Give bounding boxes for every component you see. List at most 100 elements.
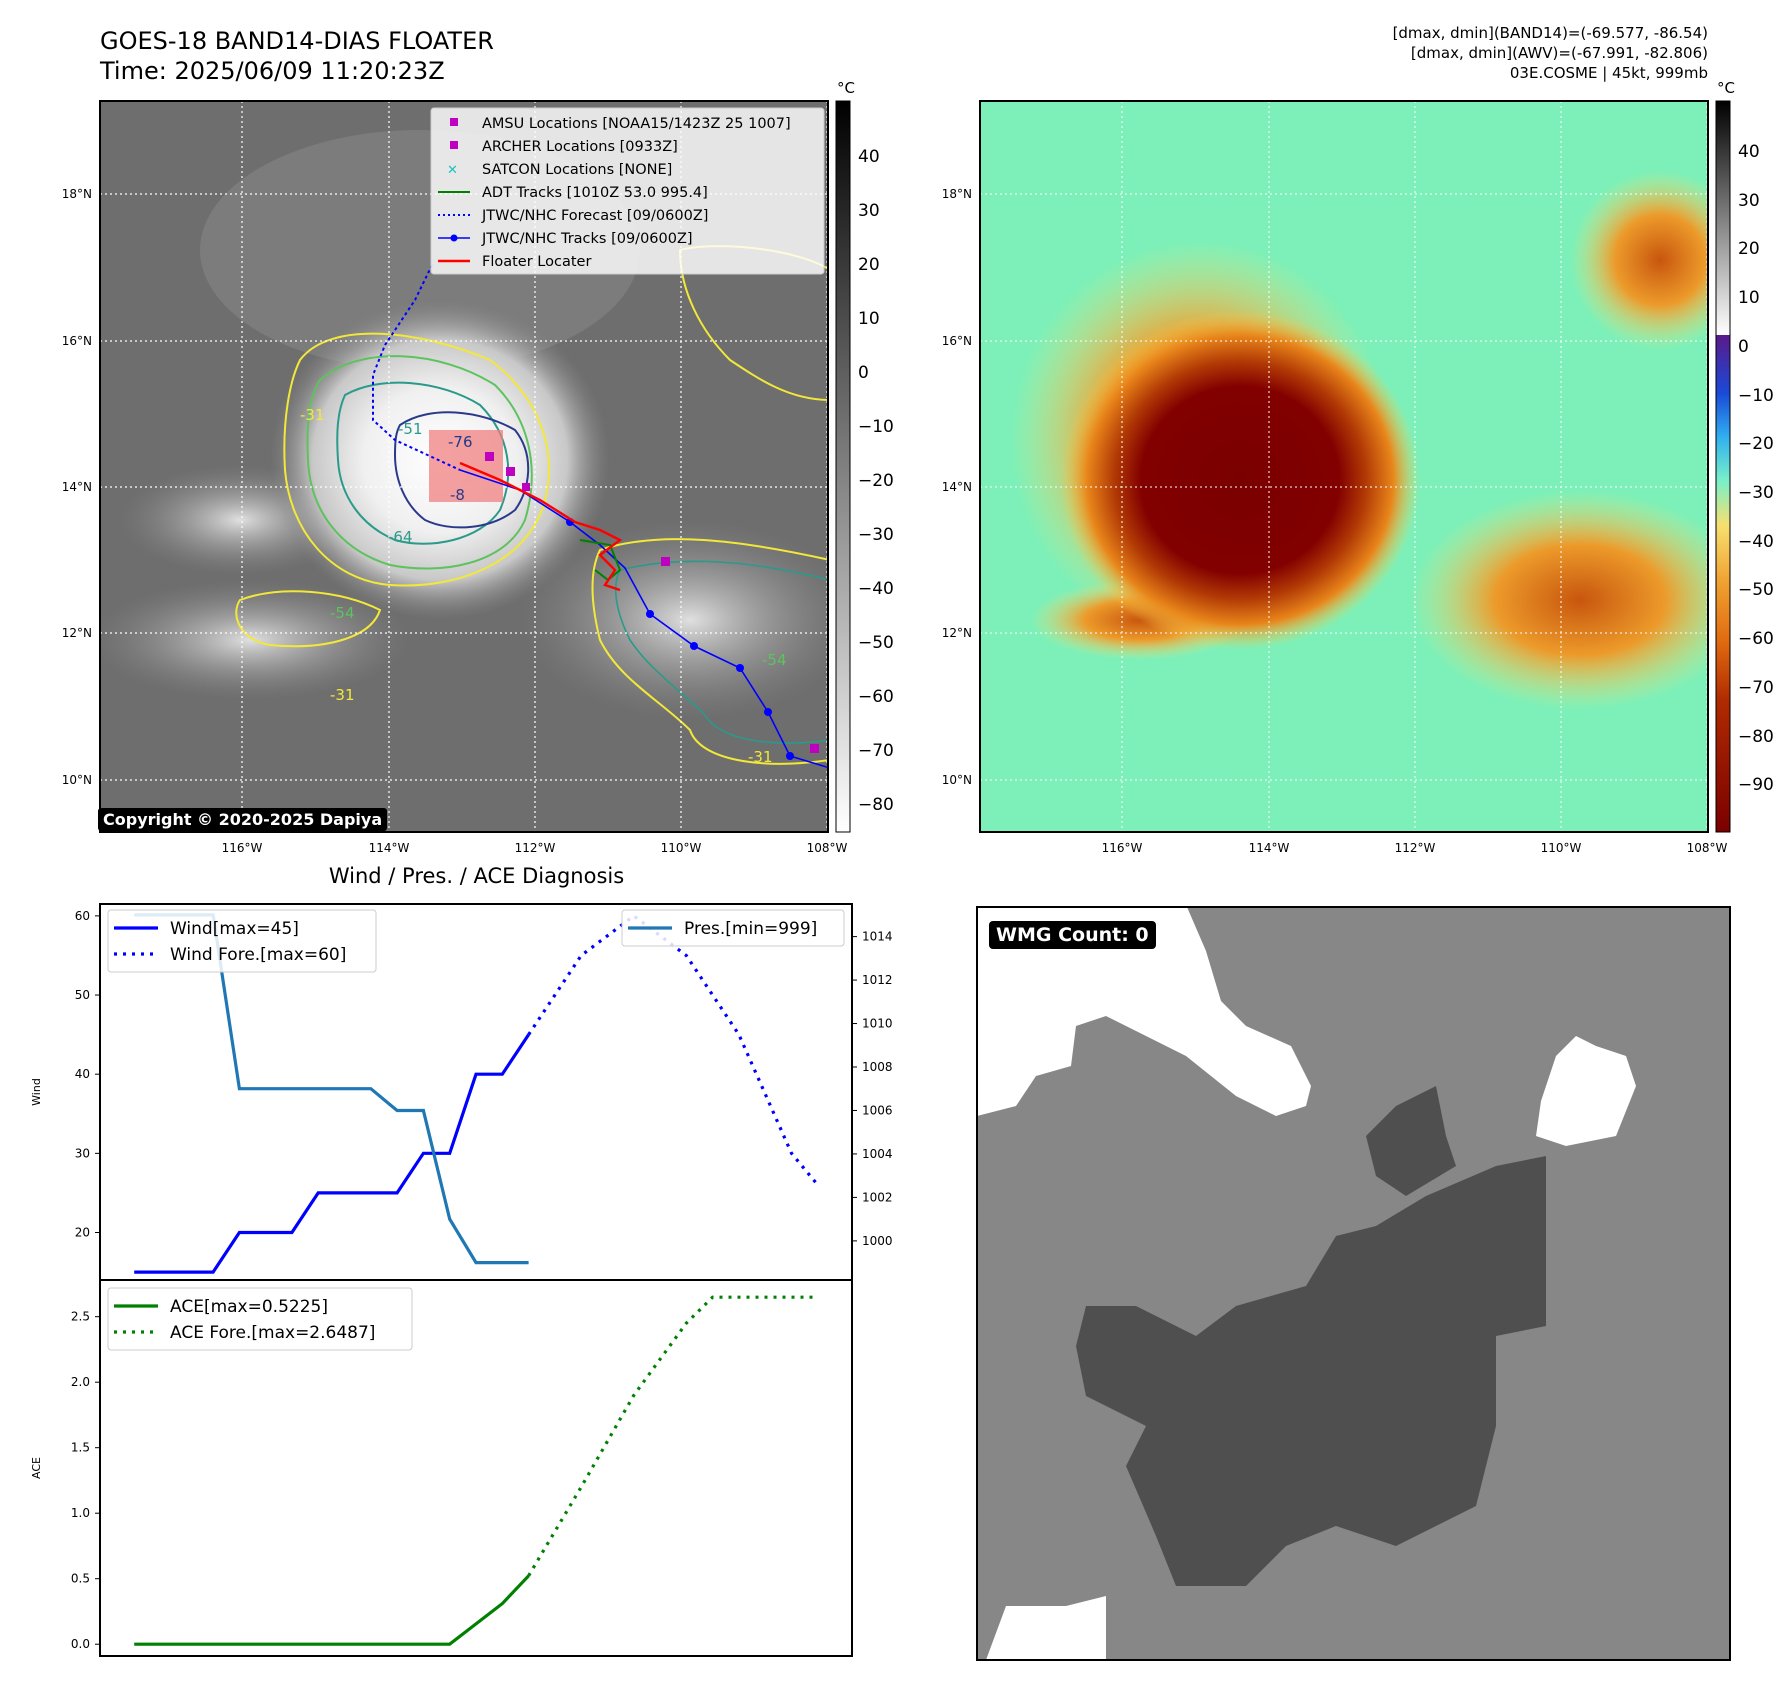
wmg-white-region-nw	[977, 907, 1311, 1116]
ir-colorbar-tick: −40	[858, 579, 894, 599]
color-colorbar-tick: −10	[1738, 386, 1774, 406]
pressure-tick-label: 1012	[862, 973, 893, 987]
copyright-badge: Copyright © 2020-2025 Dapiya	[98, 808, 388, 831]
floater-track	[459, 461, 623, 592]
ir-colorbar-tick: −10	[858, 417, 894, 437]
wind-legend-box	[107, 909, 377, 973]
pressure-tick-label: 1000	[862, 1234, 893, 1248]
lon-label: 108°W	[807, 841, 848, 855]
color-colorbar-tick: −40	[1738, 532, 1774, 552]
color-colorbar-unit: °C	[1717, 79, 1735, 97]
ace-tick-label: 1.0	[71, 1506, 90, 1520]
wind-forecast-legend-label: Wind Fore.[max=60]	[170, 945, 346, 965]
color-cdo	[1060, 310, 1420, 650]
color-colorbar-tick: −30	[1738, 483, 1774, 503]
amsu-archer-markers	[485, 452, 819, 753]
lat-label: 10°N	[62, 773, 92, 787]
contour-minus31	[283, 332, 550, 587]
color-colorbar-tick: −20	[1738, 434, 1774, 454]
wind-tick-label: 40	[75, 1067, 90, 1081]
pressure-tick-label: 1014	[862, 930, 893, 944]
wind-legend-label: Wind[max=45]	[170, 919, 299, 939]
ir-colorbar-tick: 20	[858, 255, 880, 275]
pressure-tick-label: 1004	[862, 1147, 893, 1161]
ir-lat-labels: 18°N 16°N 14°N 12°N 10°N	[62, 187, 92, 787]
pressure-tick-label: 1002	[862, 1190, 893, 1204]
lat-label: 18°N	[942, 187, 972, 201]
lon-label: 114°W	[369, 841, 410, 855]
ir-colorbar-tick: 40	[858, 147, 880, 167]
ace-tick-label: 2.0	[71, 1375, 90, 1389]
pressure-tick-label: 1008	[862, 1060, 893, 1074]
lon-label: 110°W	[1541, 841, 1582, 855]
lon-label: 108°W	[1687, 841, 1728, 855]
ir-colorbar-tick: −50	[858, 633, 894, 653]
wmg-frame	[976, 906, 1731, 1661]
color-colorbar-tick: −90	[1738, 775, 1774, 795]
legend-item-adt: ADT Tracks [1010Z 53.0 995.4]	[482, 185, 708, 201]
ace-tick-label: 2.5	[71, 1310, 90, 1324]
color-colorbar-tick: 10	[1738, 288, 1760, 308]
tracks-legend-dot	[450, 234, 458, 242]
ir-colorbar-tick: 10	[858, 309, 880, 329]
ace-tick-label: 0.5	[71, 1572, 90, 1586]
contour-minus76	[393, 411, 530, 529]
lat-label: 14°N	[942, 480, 972, 494]
wmg-dark-region-north	[1366, 1086, 1456, 1196]
jtwc-track-points	[566, 518, 794, 760]
ace-legend-box	[107, 1287, 413, 1351]
series-line-ace	[134, 1574, 530, 1646]
contour-label: -51	[398, 420, 423, 438]
pressure-tick-label: 1010	[862, 1017, 893, 1031]
contour-label: -31	[330, 686, 355, 704]
diagnosis-charts: 20 30 40 50 60 1000 1002 1004 1006 1008 1010 1012 10…	[30, 903, 893, 1657]
wind-axis-label: Wind	[30, 1078, 43, 1106]
legend-item-floater: Floater Locater	[482, 254, 591, 270]
contour-label-group: -76 -64 -54 -31 -31 -54 -8 -51 -31	[300, 406, 787, 766]
ir-map-panel: -76 -64 -54 -31 -31 -54 -8 -51 -31 AMSU …	[62, 79, 894, 855]
ace-tick-label: 0.0	[71, 1637, 90, 1651]
contour-se-band	[591, 538, 828, 765]
figure-time: Time: 2025/06/09 11:20:23Z	[100, 57, 445, 85]
ir-colorbar-tick: 0	[858, 363, 869, 383]
color-colorbar-tick: −50	[1738, 580, 1774, 600]
wind-tick-label: 20	[75, 1226, 90, 1240]
color-colorbar-tick: 20	[1738, 239, 1760, 259]
wind-tick-label: 30	[75, 1146, 90, 1160]
lat-label: 16°N	[942, 334, 972, 348]
series-line-pres-	[134, 913, 529, 1265]
lon-label: 112°W	[515, 841, 556, 855]
color-ir-panel: °C 40 30 20 10 0 −10 −20 −30 −40 −50 −60…	[942, 79, 1774, 855]
contour-label: -31	[748, 748, 773, 766]
wmg-gray-region	[1166, 907, 1726, 1001]
color-colorbar-tick: −60	[1738, 629, 1774, 649]
ace-forecast-legend-label: ACE Fore.[max=2.6487]	[170, 1323, 375, 1343]
ir-colorbar	[835, 100, 851, 833]
lat-label: 10°N	[942, 773, 972, 787]
legend-item-satcon: SATCON Locations [NONE]	[482, 162, 672, 178]
ir-colorbar-tick: 30	[858, 201, 880, 221]
color-ir-frame	[979, 100, 1709, 833]
wind-tick-label: 60	[75, 909, 90, 923]
ir-colorbar-tick: −20	[858, 471, 894, 491]
color-lat-labels: 18°N 16°N 14°N 12°N 10°N	[942, 187, 972, 787]
lat-label: 12°N	[942, 626, 972, 640]
diagnosis-title: Wind / Pres. / ACE Diagnosis	[328, 864, 625, 888]
wmg-white-region-sw	[986, 1596, 1106, 1660]
ir-colorbar-tick: −70	[858, 741, 894, 761]
lat-label: 14°N	[62, 480, 92, 494]
ir-colorbar-unit: °C	[837, 79, 855, 97]
pressure-legend-label: Pres.[min=999]	[684, 919, 817, 939]
color-colorbar-tick: 30	[1738, 191, 1760, 211]
contour-label: -54	[762, 651, 787, 669]
color-colorbar-tick: 0	[1738, 337, 1749, 357]
color-band-se	[1410, 490, 1708, 710]
wmg-white-region-ne	[1536, 1036, 1636, 1146]
ir-colorbar-tick: −30	[858, 525, 894, 545]
ir-legend: AMSU Locations [NOAA15/1423Z 25 1007] AR…	[438, 116, 791, 270]
jtwc-forecast-track	[372, 264, 461, 471]
ir-colorbar-ticks: 40 30 20 10 0 −10 −20 −30 −40 −50 −60 −7…	[858, 147, 894, 815]
satcon-legend-icon: ✕	[447, 163, 458, 178]
contour-minus54	[306, 355, 533, 570]
ace-legend-label: ACE[max=0.5225]	[170, 1297, 328, 1317]
